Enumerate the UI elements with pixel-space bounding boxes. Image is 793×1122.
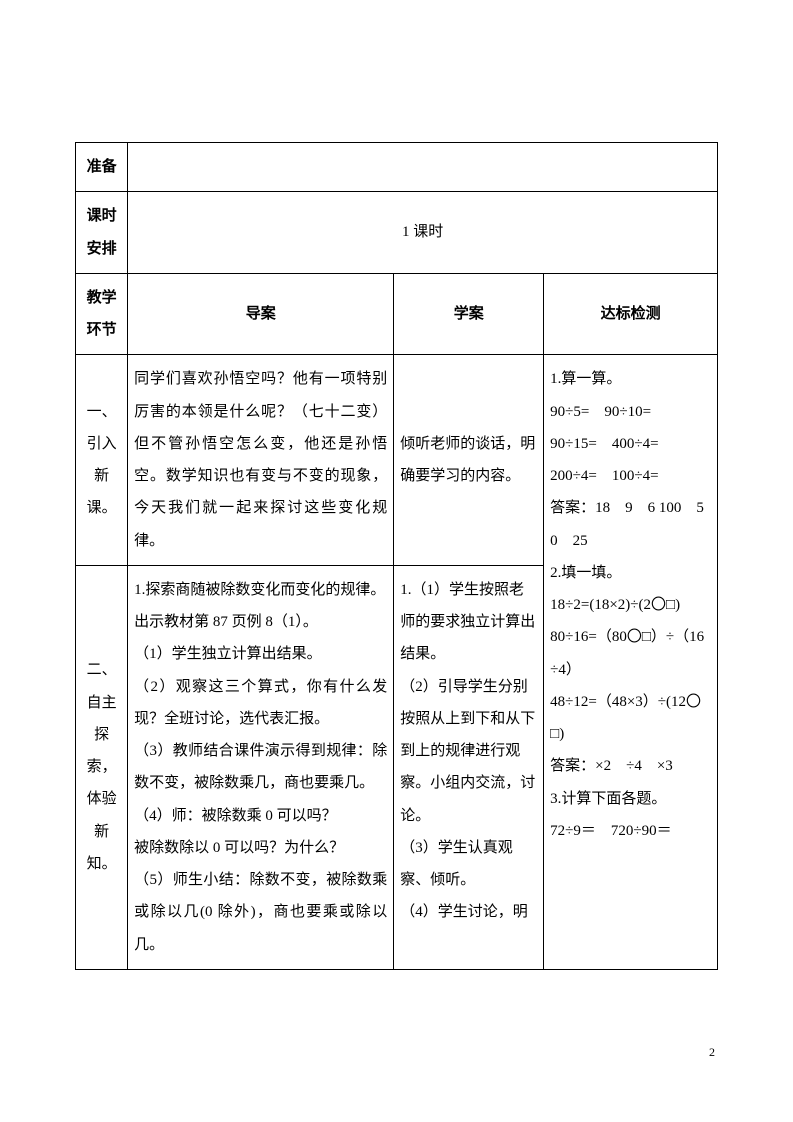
section2-xuean: 1.（1）学生按照老师的要求独立计算出结果。（2）引导学生分别按照从上到下和从下… <box>394 565 544 969</box>
section2-label: 二、自主探索，体验新知。 <box>76 565 128 969</box>
row-schedule: 课时安排 1 课时 <box>76 192 718 274</box>
row-section-1: 一、引入新课。 同学们喜欢孙悟空吗？他有一项特别厉害的本领是什么呢？（七十二变）… <box>76 355 718 566</box>
env-label: 教学环节 <box>76 273 128 355</box>
row-prep: 准备 <box>76 143 718 192</box>
row-env-header: 教学环节 导案 学案 达标检测 <box>76 273 718 355</box>
section1-xuean: 倾听老师的谈话，明确要学习的内容。 <box>394 355 544 566</box>
section2-daoan: 1.探索商随被除数变化而变化的规律。出示教材第 87 页例 8（1）。（1）学生… <box>128 565 394 969</box>
daoan-header: 导案 <box>128 273 394 355</box>
page-number: 2 <box>709 1045 715 1060</box>
dabiao-cell: 1.算一算。90÷5= 90÷10=90÷15= 400÷4=200÷4= 10… <box>544 355 718 970</box>
section1-daoan: 同学们喜欢孙悟空吗？他有一项特别厉害的本领是什么呢？（七十二变）但不管孙悟空怎么… <box>128 355 394 566</box>
schedule-label: 课时安排 <box>76 192 128 274</box>
dabiao-header: 达标检测 <box>544 273 718 355</box>
schedule-value: 1 课时 <box>128 192 718 274</box>
xuean-header: 学案 <box>394 273 544 355</box>
prep-label: 准备 <box>76 143 128 192</box>
lesson-plan-table: 准备 课时安排 1 课时 教学环节 导案 学案 达标检测 一、引入新课。 同学们… <box>75 142 718 970</box>
prep-value <box>128 143 718 192</box>
section1-label: 一、引入新课。 <box>76 355 128 566</box>
